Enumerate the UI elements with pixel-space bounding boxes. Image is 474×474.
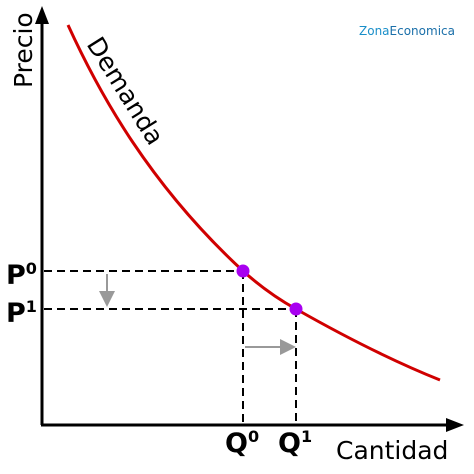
label-sup: 0 bbox=[248, 427, 259, 446]
label-letter: Q bbox=[225, 428, 248, 459]
label-sup: 1 bbox=[26, 297, 37, 316]
label-sup: 0 bbox=[26, 259, 37, 278]
price-label: P0 bbox=[6, 259, 37, 291]
brand-first: Zona bbox=[359, 24, 390, 38]
price-label: P1 bbox=[6, 297, 37, 329]
brand-second: Economica bbox=[390, 24, 455, 38]
label-letter: P bbox=[6, 260, 26, 291]
label-letter: P bbox=[6, 298, 26, 329]
label-sup: 1 bbox=[301, 427, 312, 446]
point-1 bbox=[289, 302, 303, 316]
brand: ZonaEconomica bbox=[359, 24, 455, 38]
demand-curve bbox=[66, 24, 441, 382]
y-axis-arrow bbox=[35, 6, 49, 24]
point-0 bbox=[236, 264, 250, 278]
y-axis-label: Precio bbox=[9, 12, 38, 88]
quantity-label: Q0 bbox=[225, 427, 259, 459]
x-axis-label: Cantidad bbox=[336, 436, 448, 465]
label-letter: Q bbox=[278, 428, 301, 459]
x-axis-arrow bbox=[446, 418, 464, 432]
quantity-label: Q1 bbox=[278, 427, 312, 459]
